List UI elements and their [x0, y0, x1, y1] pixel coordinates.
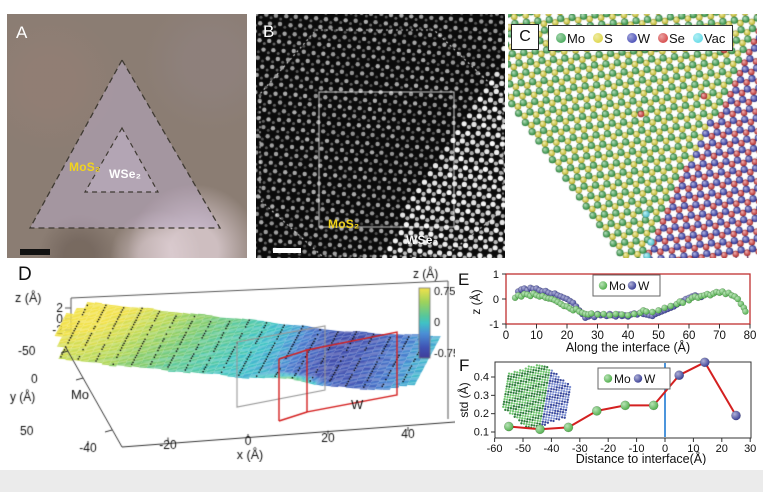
svg-text:-50: -50 [515, 443, 531, 455]
panel-c-atomic-model: C Mo S W Se Vac [508, 14, 757, 258]
svg-text:W: W [638, 279, 650, 293]
s-atom-icon [593, 33, 604, 43]
panel-e-letter: E [458, 270, 470, 289]
panel-a-triangle-overlay [28, 58, 222, 229]
mo-atom-icon [556, 33, 566, 43]
svg-text:20: 20 [716, 443, 728, 455]
vac-atom-icon [692, 33, 703, 43]
panel-c-letter: C [519, 28, 531, 45]
svg-text:W: W [644, 372, 656, 386]
panel-b-scale-bar [273, 248, 301, 253]
atomic-lattice-canvas [508, 14, 757, 258]
svg-text:-40: -40 [543, 443, 559, 455]
inner-triangle-outline [83, 126, 160, 193]
panel-f-letter: F [459, 356, 470, 375]
panel-b-wse2-label: WSe₂ [406, 233, 439, 247]
svg-text:30: 30 [591, 330, 604, 342]
svg-text:10: 10 [530, 330, 543, 342]
page-margin-strip [0, 470, 763, 492]
panel-f-std-chart: 0.1 0.2 0.3 0.4 std (Å) -60 -50 -40 -30 -20 -10 0 10… [456, 352, 758, 465]
surface-plot-canvas [7, 262, 455, 462]
legend-item-mo: Mo [556, 31, 585, 46]
stem-lattice-canvas [256, 14, 505, 258]
svg-text:70: 70 [713, 330, 726, 342]
svg-text:30: 30 [744, 443, 756, 455]
svg-text:0.2: 0.2 [474, 408, 489, 420]
svg-text:0: 0 [493, 294, 499, 306]
panel-a-scale-bar [20, 249, 50, 255]
svg-text:Distance to interface(Å): Distance to interface(Å) [576, 451, 707, 465]
svg-text:-10: -10 [629, 443, 645, 455]
panel-a-wse2-label: WSe₂ [109, 167, 142, 181]
svg-text:-1: -1 [489, 319, 499, 331]
svg-text:std (Å): std (Å) [456, 382, 471, 417]
legend-item-s: S [593, 31, 613, 46]
panel-a-mos2-label: MoS₂ [69, 160, 101, 174]
panel-d-letter: D [18, 264, 32, 285]
svg-text:0.1: 0.1 [474, 427, 489, 439]
outer-triangle-outline [28, 58, 222, 229]
svg-text:0: 0 [503, 330, 509, 342]
svg-text:Mo: Mo [614, 372, 631, 386]
svg-text:0: 0 [662, 443, 668, 455]
svg-text:0.4: 0.4 [474, 372, 489, 384]
svg-text:50: 50 [652, 330, 665, 342]
svg-text:-30: -30 [572, 443, 588, 455]
panel-d-surface-plot: D [7, 262, 455, 462]
panel-b-mos2-label: MoS₂ [328, 217, 360, 231]
legend-item-vac: Vac [692, 31, 725, 46]
se-atom-icon [658, 33, 669, 43]
panel-c-legend: Mo S W Se Vac [548, 25, 734, 51]
panel-c-letter-box: C [511, 24, 539, 50]
panel-a-optical-image: A MoS₂ WSe₂ [7, 14, 247, 258]
svg-text:-20: -20 [600, 443, 616, 455]
svg-text:1: 1 [493, 269, 499, 281]
svg-text:0.3: 0.3 [474, 390, 489, 402]
legend-item-w: W [626, 31, 650, 46]
panel-b-letter: B [263, 22, 275, 41]
svg-text:Mo: Mo [609, 279, 626, 293]
svg-text:10: 10 [687, 443, 699, 455]
svg-text:20: 20 [561, 330, 574, 342]
panel-a-letter: A [16, 23, 28, 42]
svg-text:-60: -60 [487, 443, 503, 455]
svg-text:z (Å): z (Å) [468, 289, 483, 314]
svg-text:Along the interface (Å): Along the interface (Å) [566, 340, 690, 355]
svg-text:60: 60 [683, 330, 696, 342]
legend-item-se: Se [658, 31, 685, 46]
panel-e-interface-scatter: 1 0 -1 z (Å) 0 10 20 30 40 50 60 70 80 Along the inte… [456, 264, 758, 354]
svg-text:80: 80 [744, 330, 757, 342]
panel-b-stem-image: B MoS₂ WSe₂ [256, 14, 505, 258]
w-atom-icon [626, 33, 637, 43]
svg-text:40: 40 [622, 330, 635, 342]
